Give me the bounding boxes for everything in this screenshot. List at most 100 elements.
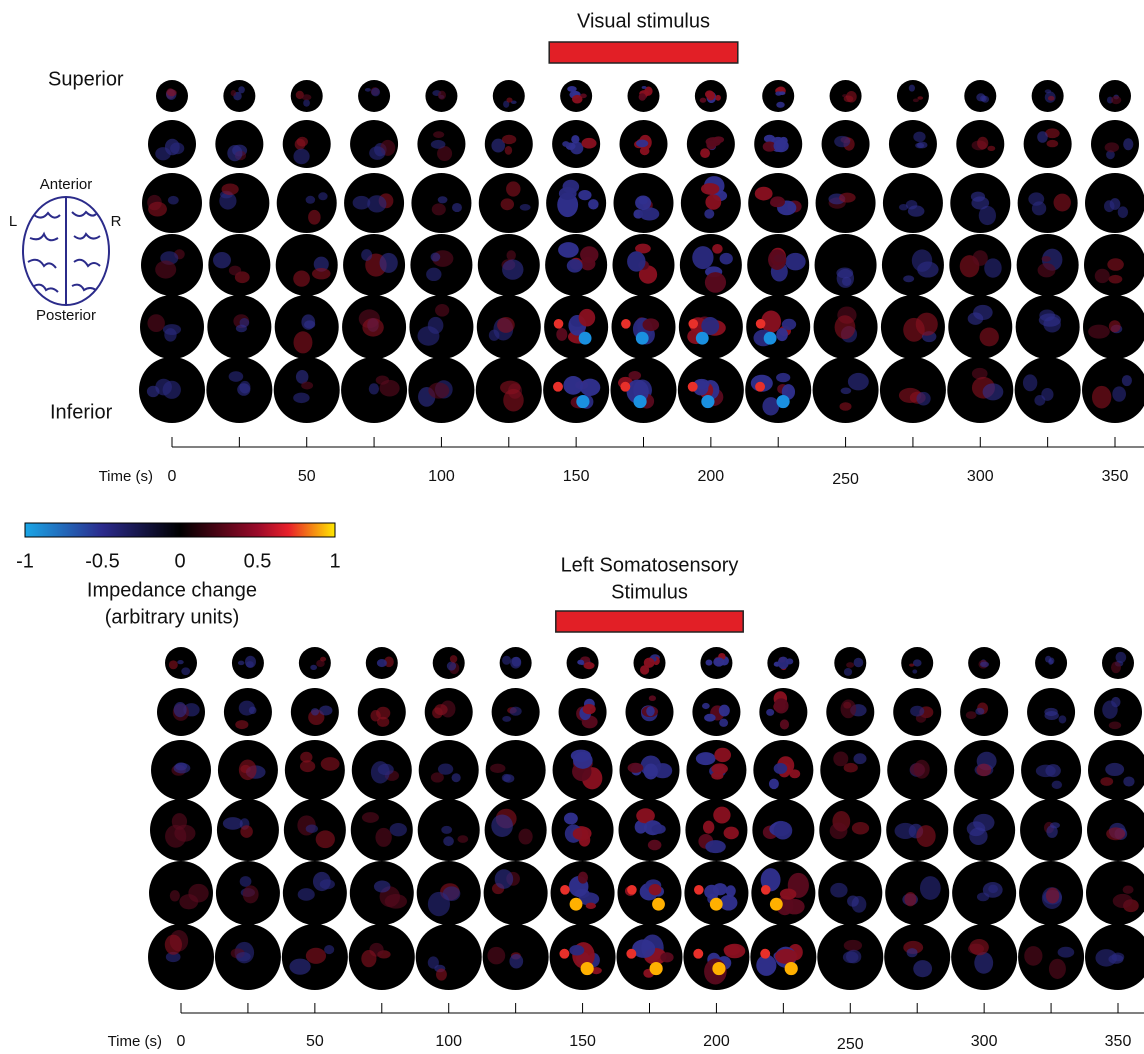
activity-blob: [652, 824, 666, 834]
activity-blob: [648, 840, 662, 850]
activity-blob: [586, 903, 596, 909]
x-tick-label: 350: [1102, 468, 1129, 485]
activity-blob: [1111, 662, 1121, 673]
activity-blob: [976, 764, 991, 777]
activity-blob: [310, 665, 317, 670]
brain-slice: [493, 80, 525, 112]
frame-column: [813, 80, 879, 423]
activity-blob: [567, 86, 577, 92]
activity-blob: [839, 193, 856, 203]
brain-slice: [283, 861, 347, 925]
colorbar-label: (arbitrary units): [105, 606, 239, 628]
x-tick-label: 200: [698, 468, 725, 485]
activity-blob: [569, 945, 584, 955]
frame-column: [1018, 647, 1084, 990]
activity-blob: [578, 872, 588, 884]
activity-blob: [563, 180, 580, 194]
activity-blob: [181, 667, 190, 675]
activity-blob: [644, 658, 655, 668]
activity-blob: [642, 86, 647, 89]
activity-hot: [553, 382, 563, 392]
activity-blob: [977, 892, 989, 901]
activity-blob: [452, 773, 461, 782]
activity-blob: [712, 244, 723, 254]
activity-blob: [573, 828, 589, 840]
activity-blob: [231, 90, 236, 96]
activity-blob: [914, 760, 930, 779]
activity-blob: [705, 840, 725, 853]
x-tick-label: 350: [1105, 1033, 1132, 1050]
activity-blob: [702, 703, 710, 709]
activity-blob: [302, 94, 312, 100]
activity-blob: [1109, 275, 1123, 284]
activity-blob: [148, 202, 167, 217]
activity-blob: [375, 828, 391, 847]
activity-blob: [512, 657, 521, 667]
x-tick-label: 100: [428, 468, 455, 485]
activity-hot: [693, 949, 703, 959]
activity-blob: [289, 959, 310, 975]
activity-blob: [916, 392, 930, 406]
x-tick-label: 200: [703, 1033, 730, 1050]
activity-blob: [1104, 200, 1114, 212]
activity-blob: [581, 138, 596, 149]
activity-blob: [704, 885, 719, 899]
activity-blob: [558, 242, 579, 258]
activity-blob: [768, 249, 786, 270]
frame-column: [884, 647, 950, 990]
activity-blob: [227, 145, 242, 161]
activity-blob: [704, 209, 714, 218]
activity-blob: [853, 753, 866, 764]
activity-blob: [155, 147, 171, 160]
activity-blob: [1118, 206, 1128, 218]
activity-blob: [306, 196, 316, 204]
activity-blob: [1105, 763, 1124, 776]
brain-slice: [285, 740, 345, 800]
brain-icon: [23, 197, 109, 305]
panel: Left SomatosensoryStimulusTime (s)050100…: [108, 554, 1144, 1053]
label-right: R: [111, 213, 122, 230]
activity-blob: [714, 748, 731, 762]
activity-hot: [627, 885, 637, 895]
frame-column: [817, 647, 883, 990]
activity-blob: [240, 876, 252, 887]
activity-blob: [324, 945, 334, 954]
activity-blob: [913, 659, 922, 666]
frame-column: [476, 80, 542, 423]
activity-blob: [775, 949, 798, 964]
activity-blob: [577, 660, 584, 665]
frame-column: [951, 647, 1017, 990]
activity-blob: [500, 381, 521, 395]
activity-hot: [694, 885, 704, 895]
activity-blob: [908, 205, 925, 216]
activity-blob: [912, 249, 932, 271]
activity-blob: [385, 894, 407, 909]
activity-blob: [848, 373, 869, 390]
activity-blob: [457, 835, 468, 843]
activity-blob: [1113, 894, 1133, 908]
activity-blob: [1058, 947, 1075, 958]
activity-blob: [835, 315, 856, 339]
activity-blob: [841, 700, 857, 719]
activity-hot: [620, 382, 630, 392]
activity-hot: [652, 898, 665, 911]
activity-blob: [229, 266, 241, 276]
activity-blob: [724, 827, 739, 840]
activity-hot: [764, 332, 777, 345]
activity-blob: [649, 884, 662, 895]
activity-hot: [579, 332, 592, 345]
activity-hot: [770, 898, 783, 911]
activity-hot: [688, 382, 698, 392]
activity-blob: [235, 720, 248, 729]
activity-blob: [1107, 258, 1124, 271]
frame-column: [282, 647, 348, 990]
brain-slice: [299, 647, 331, 679]
activity-blob: [435, 304, 449, 317]
activity-blob: [769, 779, 779, 790]
brain-orientation: Anterior Posterior L R: [9, 176, 122, 324]
activity-blob: [418, 326, 440, 346]
activity-blob: [432, 203, 446, 215]
page: { "colorbar": {"label_lines": ["Impedanc…: [0, 0, 1144, 1054]
activity-blob: [700, 98, 707, 103]
activity-blob: [306, 825, 318, 833]
